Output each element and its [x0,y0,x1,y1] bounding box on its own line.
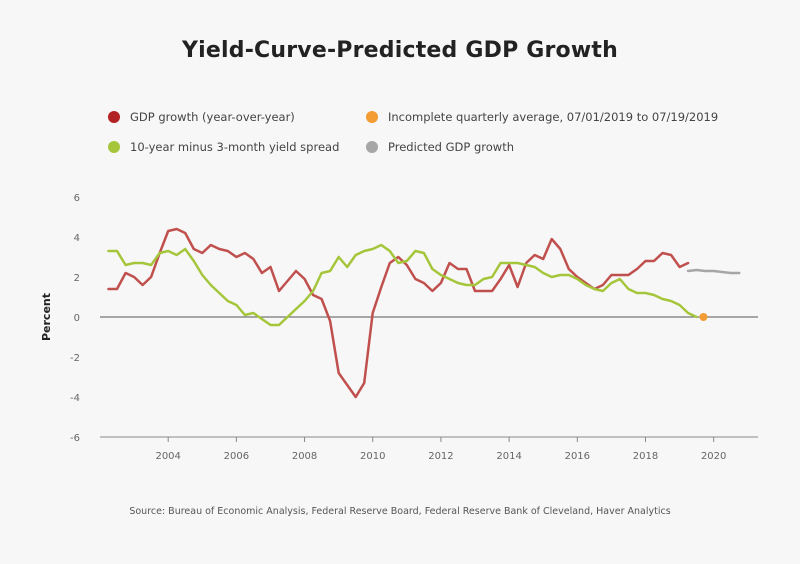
y-axis-ticks: 6 4 2 0 -2 -4 -6 [70,193,80,444]
legend-label-yield-spread: 10-year minus 3-month yield spread [130,140,340,154]
y-tick-label: -2 [70,353,80,364]
x-tick-label: 2020 [701,451,726,462]
x-tick-label: 2016 [565,451,590,462]
legend-item-incomplete-average: Incomplete quarterly average, 07/01/2019… [366,110,718,124]
legend-label-incomplete-average: Incomplete quarterly average, 07/01/2019… [388,110,719,124]
x-tick-label: 2014 [496,451,521,462]
x-tick-label: 2018 [633,451,658,462]
legend-swatch-incomplete-average [366,111,378,123]
legend-swatch-gdp-growth [108,111,120,123]
y-tick-label: 6 [74,193,80,204]
x-tick-label: 2012 [428,451,453,462]
legend-item-yield-spread: 10-year minus 3-month yield spread [108,140,339,154]
y-tick-label: 0 [74,313,80,324]
y-tick-label: -4 [70,393,80,404]
series-layer [107,227,741,399]
x-axis-ticks: 2004 2006 2008 2010 2012 2014 2016 2018 2020 [155,437,726,462]
source-note: Source: Bureau of Economic Analysis, Fed… [129,506,671,517]
legend-item-gdp-growth: GDP growth (year-over-year) [108,110,295,124]
y-tick-label: -6 [70,433,80,444]
series-line-predicted-gdp-growth [686,268,741,275]
legend-swatch-predicted-gdp [366,141,378,153]
series-line-gdp-growth-year-over-year [107,227,690,399]
legend-swatch-yield-spread [108,141,120,153]
x-tick-label: 2006 [224,451,249,462]
x-tick-label: 2004 [155,451,180,462]
legend-item-predicted-gdp: Predicted GDP growth [366,140,514,154]
x-tick-label: 2008 [292,451,317,462]
chart-title: Yield-Curve-Predicted GDP Growth [182,38,618,63]
y-axis-title: Percent [40,293,53,341]
legend-label-predicted-gdp: Predicted GDP growth [388,140,515,154]
series-line-10-year-minus-3-month-yield-spread [107,243,698,327]
y-tick-label: 2 [74,273,80,284]
legend-label-gdp-growth: GDP growth (year-over-year) [130,110,295,124]
y-tick-label: 4 [74,233,80,244]
x-tick-label: 2010 [360,451,385,462]
point-incomplete-quarterly-average-07-01-2019- [699,313,708,321]
